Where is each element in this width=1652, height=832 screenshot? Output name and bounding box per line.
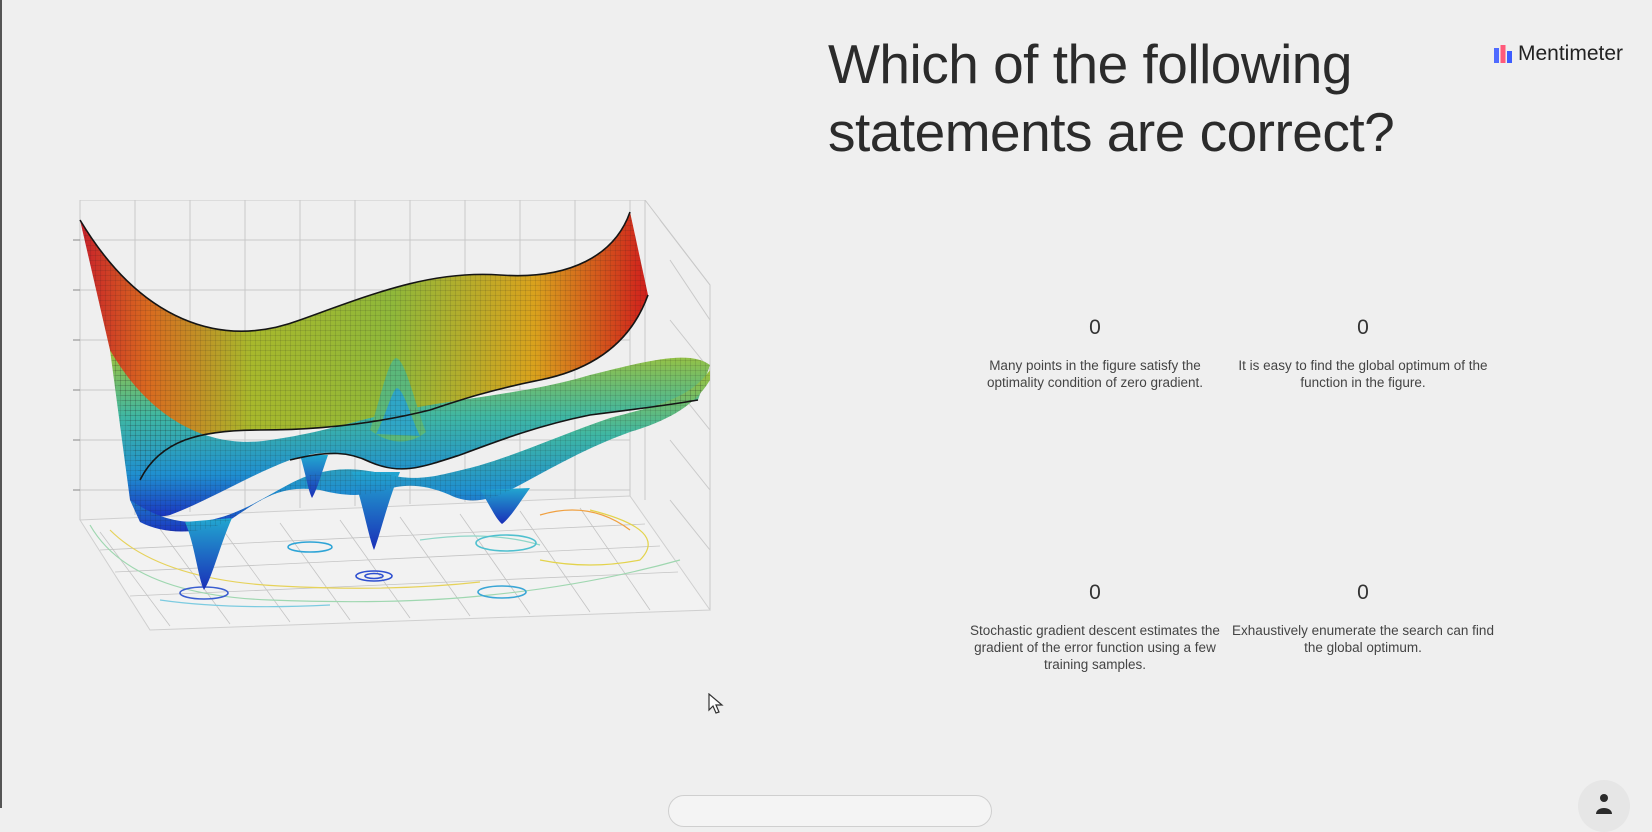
participant-button[interactable] (1578, 780, 1630, 832)
option-1: 0 Many points in the figure satisfy the … (960, 313, 1230, 391)
option-3-count: 0 (1089, 581, 1101, 604)
person-icon (1596, 794, 1612, 814)
option-4: 0 Exhaustively enumerate the search can … (1228, 578, 1498, 656)
option-3-label: Stochastic gradient descent estimates th… (970, 623, 1220, 672)
option-4-label: Exhaustively enumerate the search can fi… (1232, 623, 1494, 655)
option-4-count: 0 (1357, 581, 1369, 604)
bottom-toolbar[interactable] (668, 795, 992, 827)
mouse-pointer-icon (708, 693, 724, 714)
option-1-label: Many points in the figure satisfy the op… (986, 358, 1204, 390)
brand-name: Mentimeter (1518, 42, 1624, 65)
brand: Mentimeter (1494, 42, 1623, 66)
window-left-edge (0, 0, 2, 808)
option-2: 0 It is easy to find the global optimum … (1228, 313, 1498, 391)
option-2-label: It is easy to find the global optimum of… (1238, 358, 1488, 390)
loss-surface-figure (73, 200, 711, 631)
slide-title: Which of the following statements are co… (828, 33, 1395, 163)
mentimeter-logo-icon (1494, 45, 1512, 63)
option-1-count: 0 (1089, 316, 1101, 339)
option-2-count: 0 (1357, 316, 1369, 339)
option-3: 0 Stochastic gradient descent estimates … (960, 578, 1230, 673)
